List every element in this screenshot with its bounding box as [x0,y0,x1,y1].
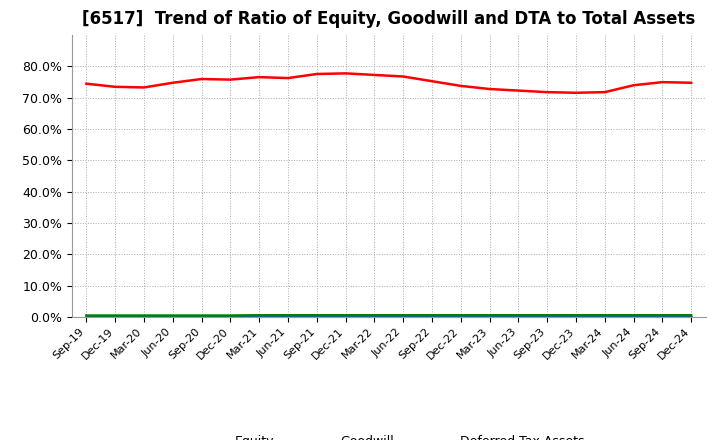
Goodwill [341,314,350,319]
Deferred Tax Assets [168,313,177,318]
Equity [399,74,408,79]
Goodwill [456,314,465,319]
Goodwill [543,314,552,319]
Equity [255,74,264,80]
Goodwill [168,314,177,319]
Deferred Tax Assets [572,312,580,318]
Goodwill [572,314,580,319]
Goodwill [687,314,696,319]
Equity [82,81,91,86]
Goodwill [111,314,120,319]
Title: [6517]  Trend of Ratio of Equity, Goodwill and DTA to Total Assets: [6517] Trend of Ratio of Equity, Goodwil… [82,10,696,28]
Equity [197,77,206,82]
Equity [312,71,321,77]
Equity [284,75,292,81]
Equity [226,77,235,82]
Deferred Tax Assets [82,313,91,318]
Equity [428,79,436,84]
Goodwill [140,314,148,319]
Deferred Tax Assets [370,312,379,318]
Deferred Tax Assets [341,312,350,318]
Equity [687,80,696,85]
Deferred Tax Assets [456,312,465,318]
Goodwill [255,314,264,319]
Goodwill [370,314,379,319]
Deferred Tax Assets [399,312,408,318]
Line: Equity: Equity [86,73,691,93]
Deferred Tax Assets [140,313,148,318]
Goodwill [629,314,638,319]
Goodwill [197,314,206,319]
Equity [140,85,148,90]
Deferred Tax Assets [428,312,436,318]
Deferred Tax Assets [284,312,292,318]
Equity [341,71,350,76]
Deferred Tax Assets [514,312,523,318]
Equity [658,80,667,85]
Deferred Tax Assets [600,312,609,318]
Deferred Tax Assets [111,313,120,318]
Deferred Tax Assets [543,312,552,318]
Goodwill [658,314,667,319]
Equity [111,84,120,89]
Deferred Tax Assets [485,312,494,318]
Deferred Tax Assets [658,312,667,318]
Goodwill [428,314,436,319]
Equity [514,88,523,93]
Deferred Tax Assets [197,313,206,318]
Goodwill [312,314,321,319]
Legend: Equity, Goodwill, Deferred Tax Assets: Equity, Goodwill, Deferred Tax Assets [188,430,590,440]
Deferred Tax Assets [226,313,235,318]
Deferred Tax Assets [312,312,321,318]
Equity [370,72,379,77]
Equity [168,80,177,85]
Deferred Tax Assets [629,312,638,318]
Deferred Tax Assets [687,312,696,318]
Goodwill [284,314,292,319]
Goodwill [82,314,91,319]
Goodwill [485,314,494,319]
Goodwill [399,314,408,319]
Deferred Tax Assets [255,312,264,318]
Equity [600,89,609,95]
Goodwill [226,314,235,319]
Goodwill [514,314,523,319]
Equity [485,86,494,92]
Goodwill [600,314,609,319]
Equity [543,89,552,95]
Equity [629,83,638,88]
Equity [456,83,465,88]
Equity [572,90,580,95]
